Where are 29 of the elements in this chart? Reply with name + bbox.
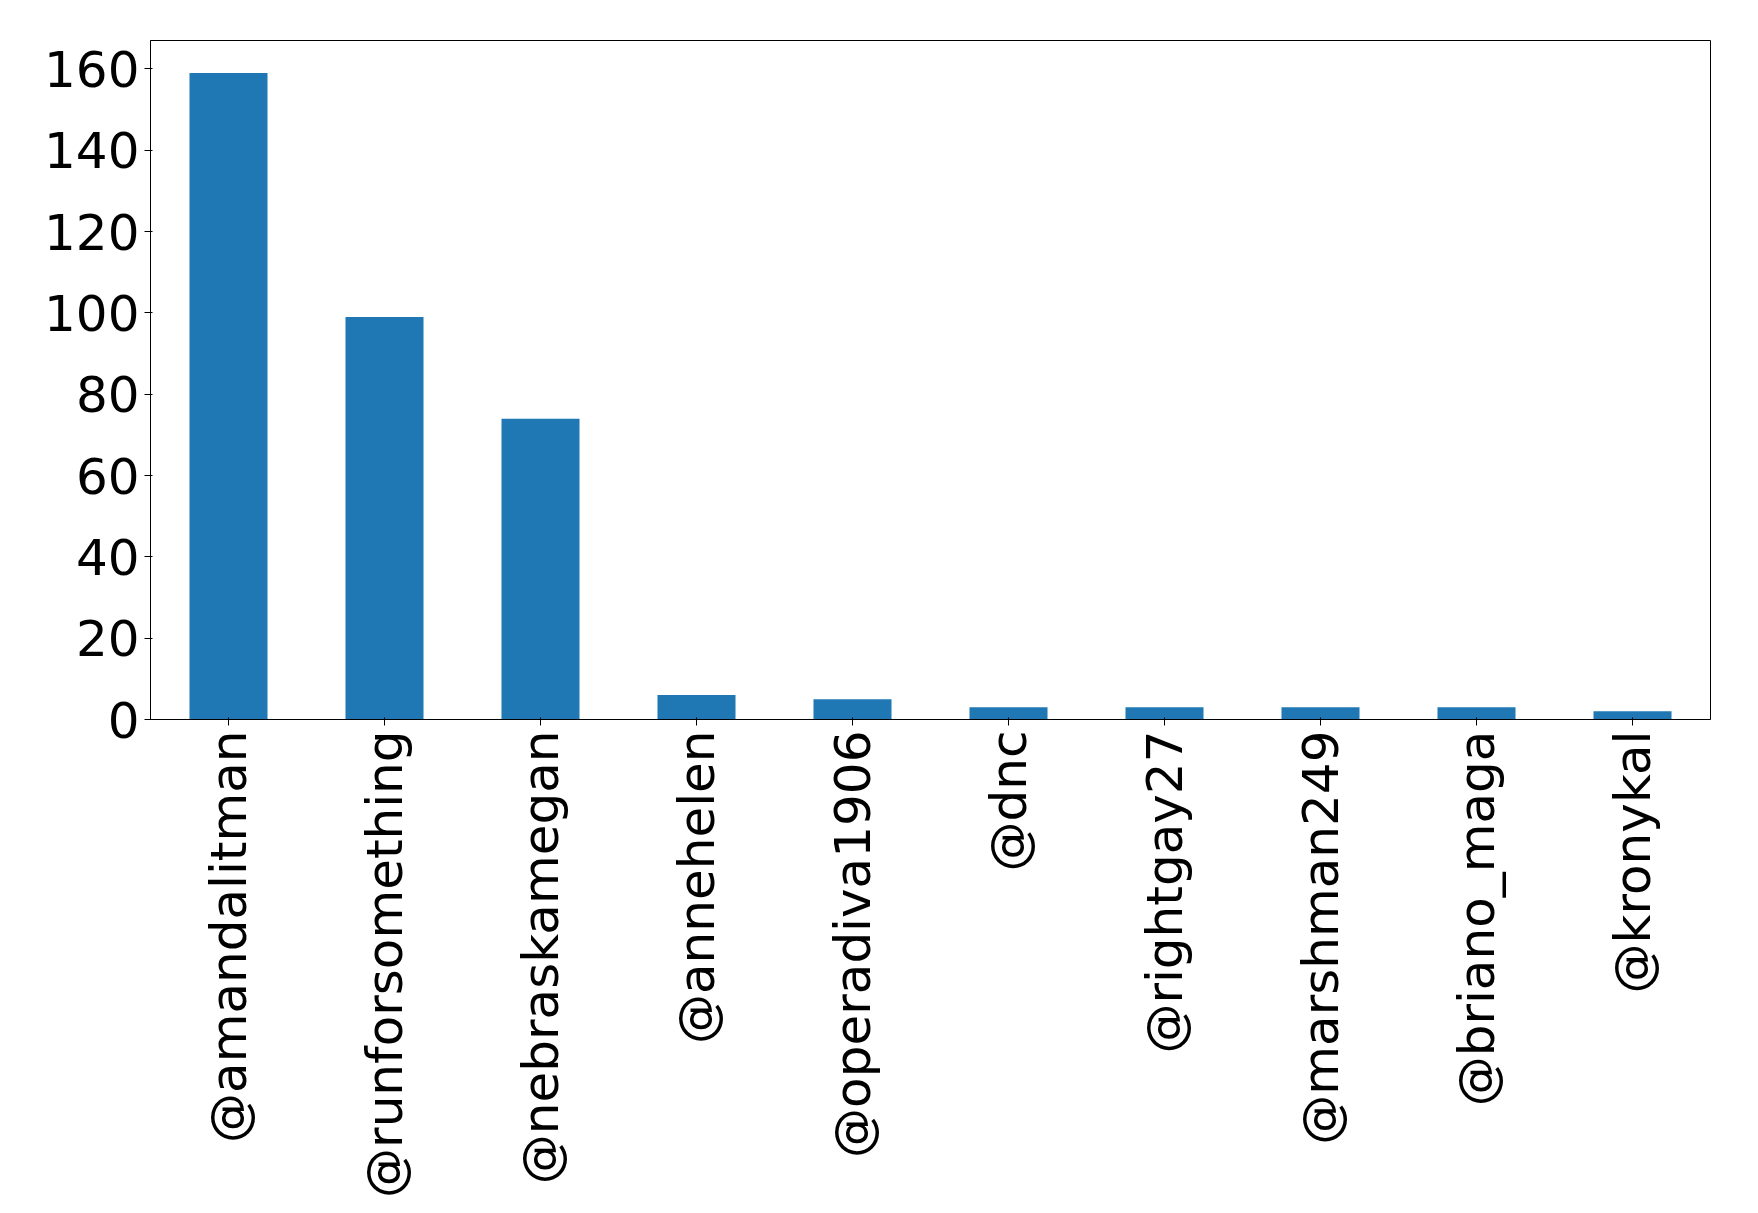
x-tick-label: @runforsomething	[355, 730, 414, 1198]
bar	[813, 699, 892, 720]
y-tick-label: 160	[44, 40, 140, 99]
y-tick-label: 100	[44, 284, 140, 343]
x-tick-label: @annehelen	[667, 730, 726, 1045]
y-tick-label: 40	[75, 528, 140, 587]
y-tick-label: 140	[44, 122, 140, 181]
y-tick-label: 20	[75, 610, 140, 669]
bar	[657, 695, 736, 720]
bar	[1281, 707, 1360, 720]
bar	[1125, 707, 1204, 720]
bar	[189, 73, 268, 720]
x-tick-label: @amandalitman	[199, 730, 258, 1143]
x-tick-label: @nebraskamegan	[511, 730, 570, 1185]
y-tick-label: 0	[107, 691, 140, 750]
bar	[1437, 707, 1516, 720]
x-tick-label: @marshman249	[1291, 730, 1350, 1145]
x-tick-label: @kronykal	[1603, 730, 1662, 994]
y-tick-label: 80	[75, 366, 140, 425]
bar	[345, 316, 424, 720]
bar	[1593, 711, 1672, 720]
x-tick-label: @dnc	[979, 730, 1038, 872]
y-tick-label: 120	[44, 203, 140, 262]
y-tick-label: 60	[75, 447, 140, 506]
bar	[501, 418, 580, 720]
x-tick-label: @briano_maga	[1447, 730, 1506, 1107]
x-tick-label: @operadiva1906	[823, 730, 882, 1158]
bar	[969, 707, 1048, 720]
x-tick-label: @rightgay27	[1135, 730, 1194, 1054]
